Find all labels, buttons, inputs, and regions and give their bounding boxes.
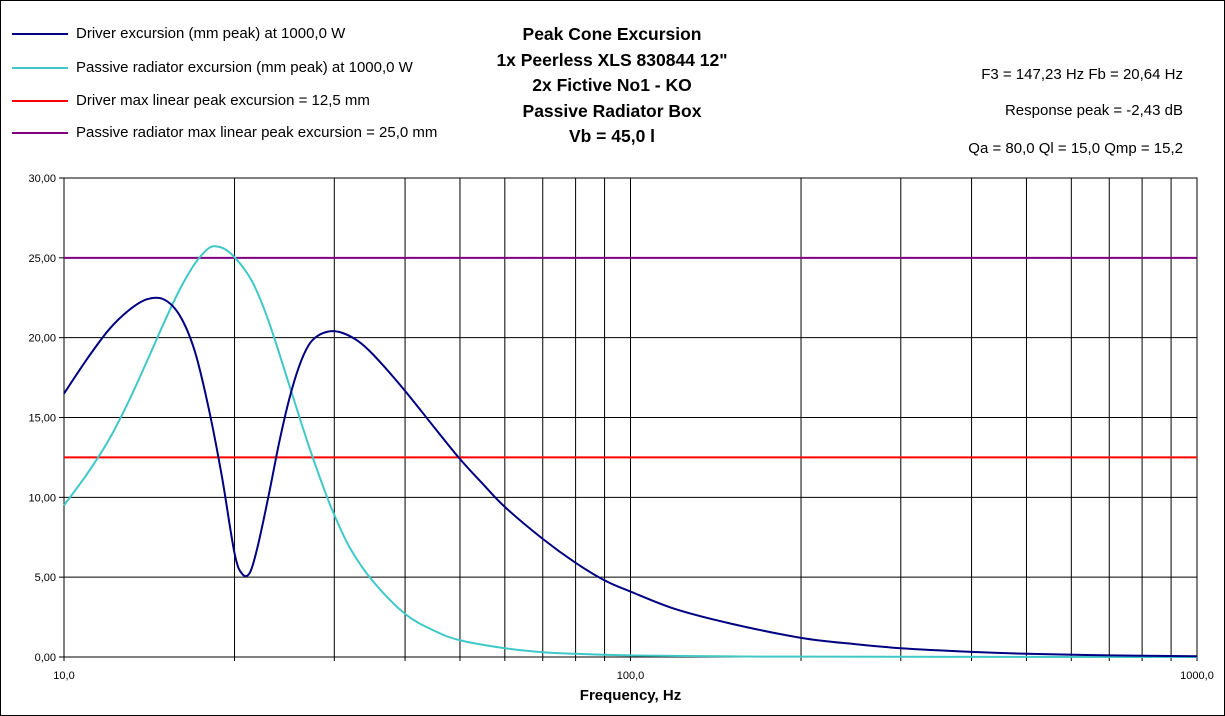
legend-swatch-driver-excursion — [12, 33, 68, 35]
title-line-1: Peak Cone Excursion — [522, 24, 702, 44]
info-response-peak: Response peak = -2,43 dB — [1004, 102, 1183, 119]
series-line-driver-excursion — [63, 296, 1198, 658]
info-q-values: Qa = 80,0 Ql = 15,0 Qmp = 15,2 — [968, 140, 1183, 157]
y-tick-label: 25,00 — [28, 253, 56, 265]
title-line-2: 1x Peerless XLS 830844 12" — [496, 49, 728, 70]
y-tick-label: 20,00 — [28, 333, 56, 345]
x-tick-label: 10,0 — [53, 670, 74, 682]
info-f3-fb: F3 = 147,23 Hz Fb = 20,64 Hz — [981, 66, 1183, 83]
y-tick-label: 10,00 — [28, 492, 56, 504]
x-tick-label: 100,0 — [617, 670, 645, 682]
legend-label-passive-radiator-max-linear: Passive radiator max linear peak excursi… — [76, 124, 438, 141]
legend-label-passive-radiator-excursion: Passive radiator excursion (mm peak) at … — [76, 59, 413, 76]
legend-swatch-passive-radiator-max-linear — [12, 132, 68, 134]
legend-item-passive-radiator-max-linear: Passive radiator max linear peak excursi… — [12, 123, 492, 143]
y-tick-label: 5,00 — [35, 572, 56, 584]
legend-item-passive-radiator-excursion: Passive radiator excursion (mm peak) at … — [12, 58, 492, 78]
legend-label-driver-max-linear: Driver max linear peak excursion = 12,5 … — [76, 92, 370, 109]
y-tick-label: 0,00 — [35, 652, 56, 664]
y-tick-label: 30,00 — [28, 173, 56, 185]
legend-item-driver-excursion: Driver excursion (mm peak) at 1000,0 W — [12, 24, 492, 44]
title-line-5: Vb = 45,0 l — [568, 126, 656, 146]
legend-swatch-passive-radiator-excursion — [12, 67, 68, 69]
legend-swatch-driver-max-linear — [12, 100, 68, 102]
y-tick-label: 15,00 — [28, 413, 56, 425]
title-line-4: Passive Radiator Box — [522, 100, 702, 121]
x-axis-title: Frequency, Hz — [580, 687, 681, 704]
legend-item-driver-max-linear: Driver max linear peak excursion = 12,5 … — [12, 91, 492, 111]
legend-label-driver-excursion: Driver excursion (mm peak) at 1000,0 W — [76, 25, 346, 42]
series-line-passive-radiator-excursion — [63, 245, 1198, 658]
title-line-3: 2x Fictive No1 - KO — [532, 75, 692, 95]
x-tick-label: 1000,0 — [1180, 670, 1214, 682]
chart-title: Peak Cone Excursion 1x Peerless XLS 8308… — [412, 22, 812, 150]
